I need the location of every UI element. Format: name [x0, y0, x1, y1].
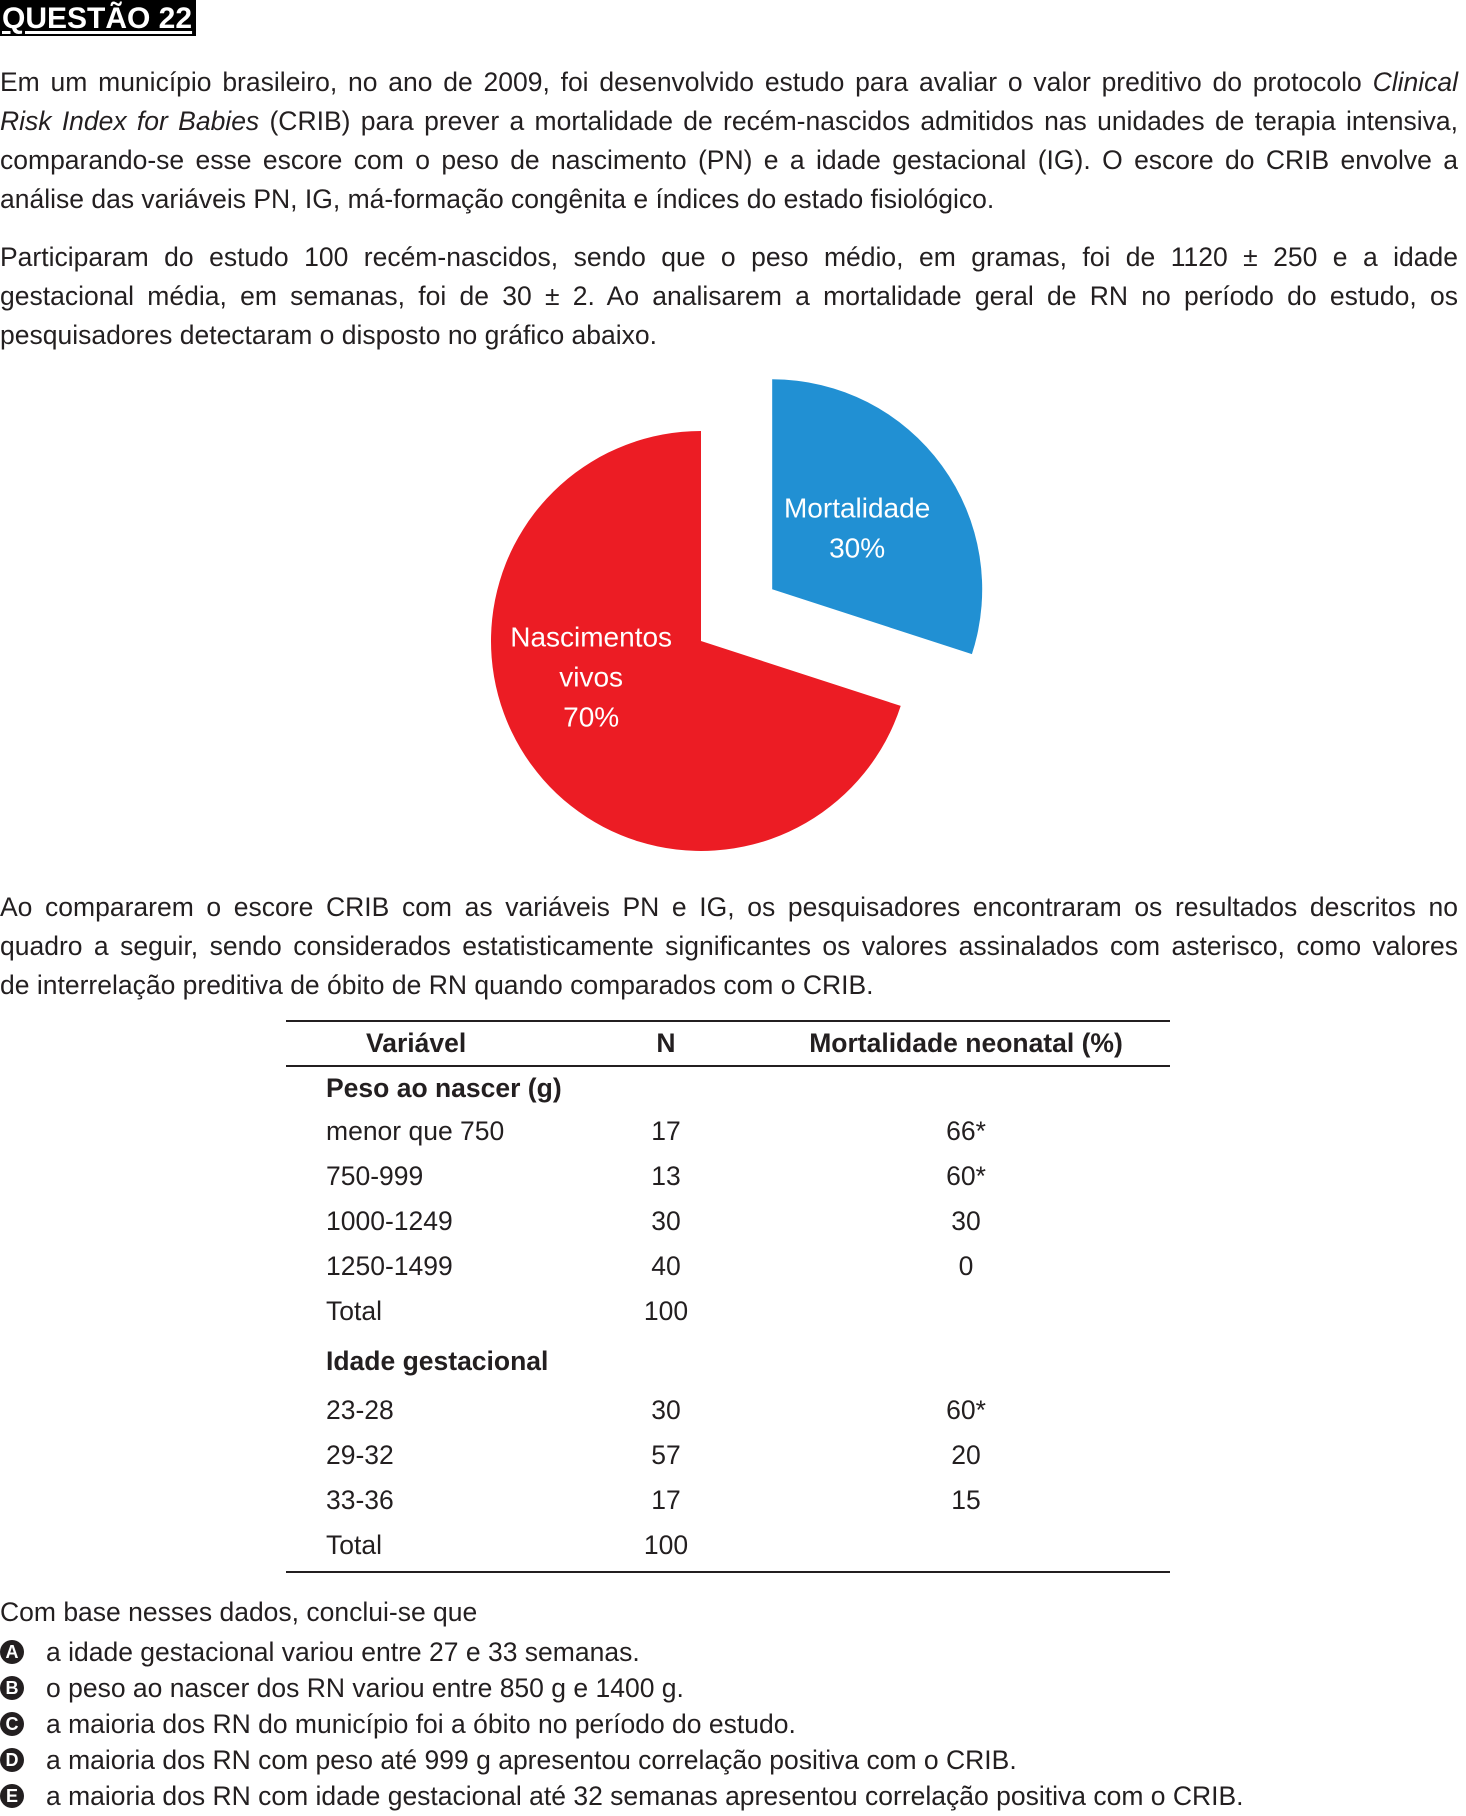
intro-line: Risk Index for Babies (CRIB) para prever…: [0, 102, 1458, 141]
comparison-line: de interrelação preditiva de óbito de RN…: [0, 970, 874, 1000]
row-label: 1000-1249: [326, 1206, 453, 1236]
table-header-rule: [286, 1065, 1170, 1067]
row-label: menor que 750: [326, 1116, 505, 1146]
option-letter-badge: A: [0, 1640, 24, 1664]
pie-slice-0-value-label: 30%: [829, 533, 885, 564]
row-n: 13: [651, 1161, 681, 1191]
intro-line: comparando-se esse escore com o peso de …: [0, 145, 1458, 175]
row-mortality: 30: [951, 1206, 981, 1236]
table-bottom-rule: [286, 1571, 1170, 1573]
header-variavel: Variável: [366, 1028, 467, 1058]
row-label: 750-999: [326, 1161, 424, 1191]
group-title: Idade gestacional: [326, 1346, 549, 1376]
pie-slice-1-label: Nascimentos: [510, 622, 672, 653]
pie-svg: Mortalidade 30% Nascimentos vivos 70%: [491, 379, 983, 851]
row-mortality: 60*: [946, 1161, 986, 1191]
row-mortality: 15: [951, 1485, 981, 1515]
option-text: a maioria dos RN com peso até 999 g apre…: [46, 1745, 1017, 1775]
row-label: 33-36: [326, 1485, 394, 1515]
row-n: 100: [643, 1530, 689, 1560]
pie-slice-1-value-label: 70%: [563, 702, 619, 733]
header-n: N: [656, 1028, 676, 1058]
option-letter-badge: D: [0, 1748, 24, 1772]
intro-line: Em um município brasileiro, no ano de 20…: [0, 63, 1458, 102]
option-letter-badge: E: [0, 1784, 24, 1808]
row-label: 29-32: [326, 1440, 394, 1470]
row-n: 17: [651, 1116, 681, 1146]
option-letter-badge: C: [0, 1712, 24, 1736]
option-text: a idade gestacional variou entre 27 e 33…: [46, 1637, 640, 1667]
row-n: 57: [651, 1440, 681, 1470]
option-text: o peso ao nascer dos RN variou entre 850…: [46, 1673, 684, 1703]
pie-slice-1-label: vivos: [559, 662, 623, 693]
comparison-line: quadro a seguir, sendo considerados esta…: [0, 931, 1458, 961]
intro-text: (CRIB) para prever a mortalidade de recé…: [259, 106, 1458, 136]
row-label: Total: [326, 1296, 382, 1326]
row-n: 40: [651, 1251, 681, 1281]
header-mortalidade: Mortalidade neonatal (%): [809, 1028, 1123, 1058]
row-n: 30: [651, 1206, 681, 1236]
group-title: Peso ao nascer (g): [326, 1073, 562, 1103]
table-top-rule: [286, 1020, 1170, 1022]
row-n: 17: [651, 1485, 681, 1515]
mortality-pie-chart: Mortalidade 30% Nascimentos vivos 70%: [480, 360, 1020, 860]
row-mortality: 0: [958, 1251, 974, 1281]
option-letter-badge: B: [0, 1676, 24, 1700]
intro-text: Em um município brasileiro, no ano de 20…: [0, 67, 1373, 97]
option-text: a maioria dos RN do município foi a óbit…: [46, 1709, 796, 1739]
row-mortality: 60*: [946, 1395, 986, 1425]
row-label: 23-28: [326, 1395, 394, 1425]
results-table: Variável N Mortalidade neonatal (%) Peso…: [286, 1020, 1170, 1575]
protocol-name-italic: Clinical: [1372, 67, 1458, 97]
question-title: QUESTÃO 22: [0, 0, 197, 36]
pie-slice-1: [491, 431, 901, 851]
comparison-paragraph: Ao compararem o escore CRIB com as variá…: [0, 888, 1458, 1005]
protocol-name-italic: Risk Index for Babies: [0, 106, 260, 136]
option-text: a maioria dos RN com idade gestacional a…: [46, 1781, 1244, 1811]
intro-line: análise das variáveis PN, IG, má-formaçã…: [0, 184, 995, 214]
row-n: 30: [651, 1395, 681, 1425]
question-prompt: Com base nesses dados, conclui-se que: [0, 1597, 478, 1627]
row-mortality: 20: [951, 1440, 981, 1470]
participants-line: pesquisadores detectaram o disposto no g…: [0, 320, 658, 350]
comparison-line: Ao compararem o escore CRIB com as variá…: [0, 892, 1458, 922]
pie-slice-0: [772, 379, 983, 655]
intro-paragraph: Em um município brasileiro, no ano de 20…: [0, 63, 1458, 219]
participants-line: Participaram do estudo 100 recém-nascido…: [0, 242, 1458, 272]
row-mortality: 66*: [946, 1116, 986, 1146]
row-label: Total: [326, 1530, 382, 1560]
participants-paragraph: Participaram do estudo 100 recém-nascido…: [0, 238, 1458, 355]
pie-slice-0-label: Mortalidade: [784, 493, 930, 524]
row-label: 1250-1499: [326, 1251, 453, 1281]
row-n: 100: [643, 1296, 689, 1326]
participants-line: gestacional média, em semanas, foi de 30…: [0, 281, 1458, 311]
